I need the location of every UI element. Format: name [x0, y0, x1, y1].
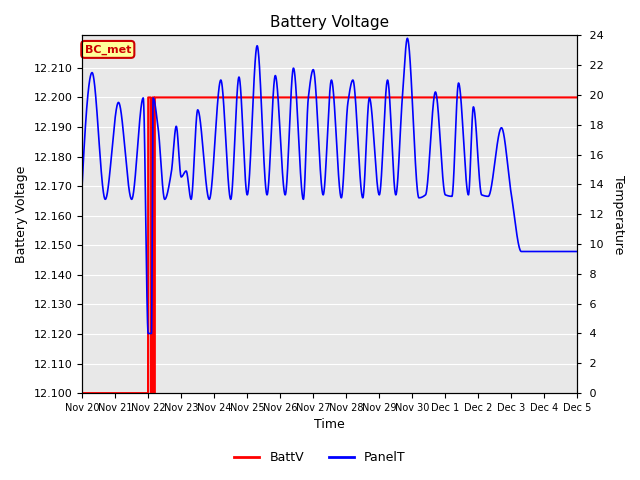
Text: BC_met: BC_met [84, 44, 131, 55]
Y-axis label: Temperature: Temperature [612, 175, 625, 254]
Title: Battery Voltage: Battery Voltage [270, 15, 389, 30]
X-axis label: Time: Time [314, 419, 345, 432]
Y-axis label: Battery Voltage: Battery Voltage [15, 166, 28, 263]
Legend: BattV, PanelT: BattV, PanelT [229, 446, 411, 469]
